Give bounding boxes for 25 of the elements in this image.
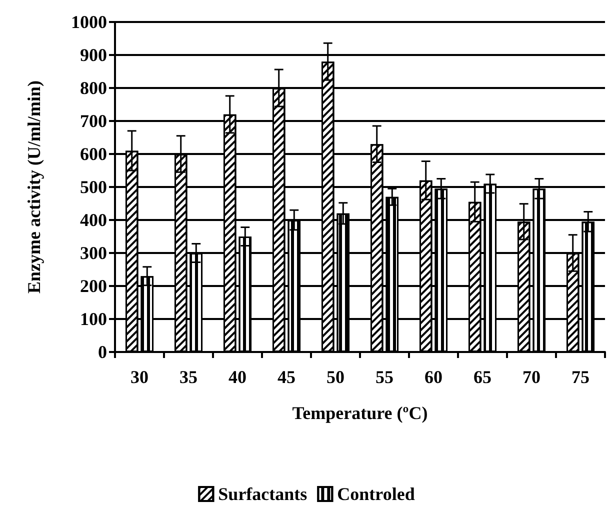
y-tick-label: 400 — [80, 210, 107, 230]
x-tick-label: 50 — [326, 367, 344, 387]
y-tick-label: 100 — [80, 309, 107, 329]
x-tick-label: 40 — [228, 367, 246, 387]
x-tick-label: 30 — [130, 367, 148, 387]
x-tick-label: 70 — [522, 367, 540, 387]
x-tick-label: 45 — [278, 367, 296, 387]
y-tick-label: 900 — [80, 45, 107, 65]
y-axis-title: Enzyme activity (U/ml/min) — [24, 80, 44, 294]
x-axis-title: Temperature (ºC) — [292, 403, 428, 423]
y-tick-label: 200 — [80, 276, 107, 296]
y-tick-label: 300 — [80, 243, 107, 263]
legend-label: Surfactants — [218, 484, 308, 504]
y-tick-label: 800 — [80, 78, 107, 98]
y-tick-label: 1000 — [71, 12, 107, 32]
x-tick-label: 60 — [424, 367, 442, 387]
legend-label: Controled — [337, 484, 415, 504]
x-tick-label: 35 — [180, 367, 198, 387]
y-tick-label: 0 — [98, 342, 107, 362]
y-tick-label: 500 — [80, 177, 107, 197]
y-tick-label: 600 — [80, 144, 107, 164]
x-tick-label: 65 — [474, 367, 492, 387]
x-tick-label: 55 — [376, 367, 394, 387]
y-tick-label: 700 — [80, 111, 107, 131]
x-tick-label: 75 — [572, 367, 590, 387]
